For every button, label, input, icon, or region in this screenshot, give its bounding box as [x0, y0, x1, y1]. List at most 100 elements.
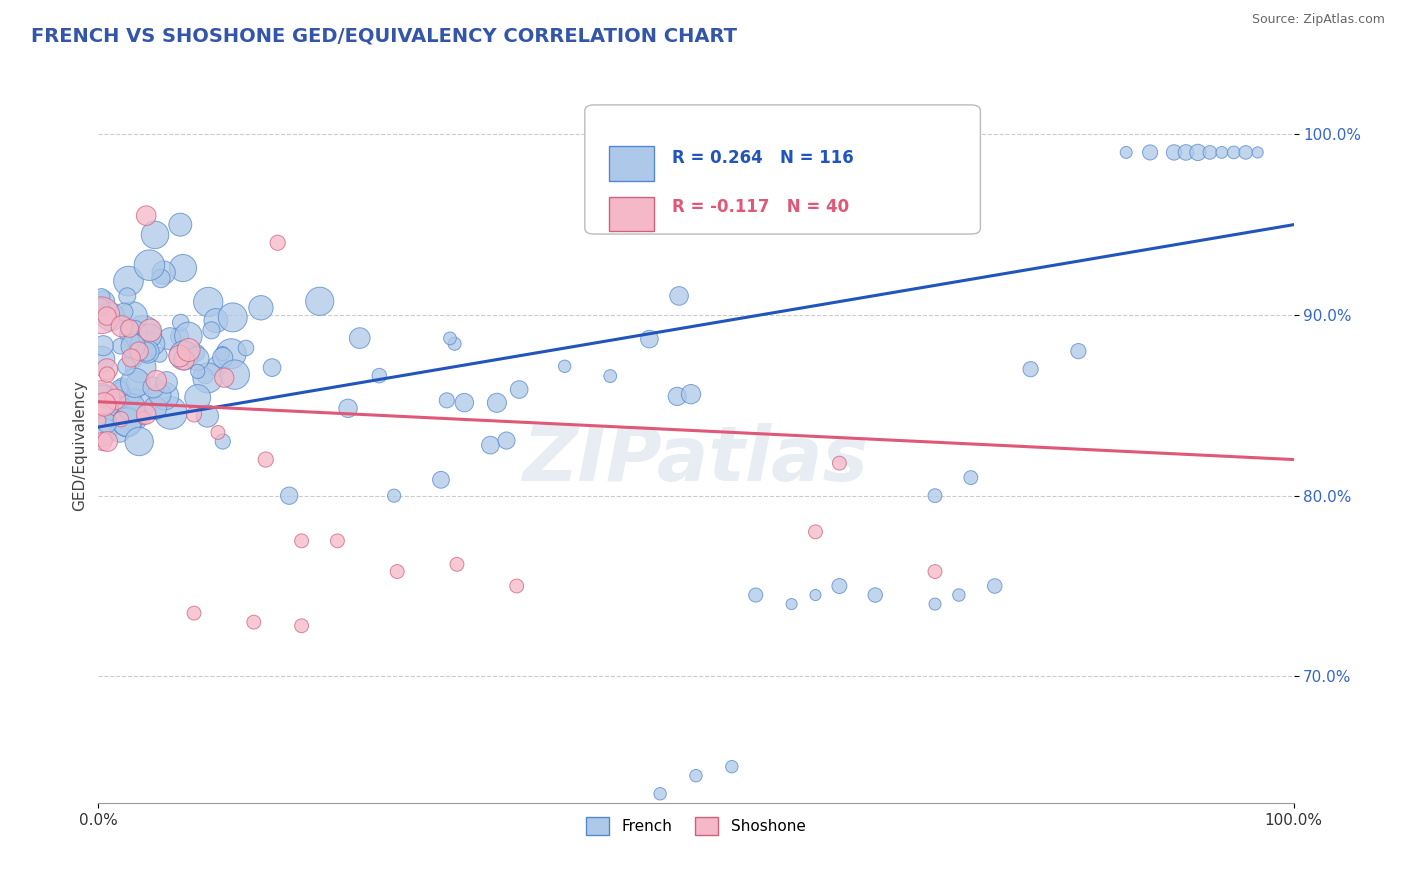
Point	[110, 412, 132, 426]
Y-axis label: GED/Equivalency: GED/Equivalency	[72, 381, 87, 511]
Point	[149, 271, 172, 285]
Point	[115, 359, 138, 374]
Point	[128, 434, 150, 449]
Point	[211, 346, 233, 360]
Point	[1234, 145, 1257, 160]
Point	[207, 425, 229, 440]
Point	[135, 209, 157, 223]
Text: ZIPatlas: ZIPatlas	[523, 424, 869, 497]
Point	[382, 489, 405, 503]
Point	[291, 533, 314, 548]
Point	[117, 289, 139, 303]
Point	[110, 339, 132, 353]
Point	[780, 597, 803, 611]
Point	[197, 371, 219, 385]
Point	[1163, 145, 1185, 160]
Point	[554, 359, 576, 374]
Point	[122, 388, 145, 402]
Point	[91, 339, 114, 353]
Point	[443, 336, 465, 351]
Point	[172, 261, 194, 276]
Point	[187, 391, 209, 405]
Point	[828, 579, 851, 593]
Point	[211, 351, 233, 365]
Point	[139, 323, 162, 337]
Point	[136, 344, 159, 359]
Point	[108, 408, 131, 422]
Point	[138, 258, 160, 272]
Point	[439, 331, 461, 345]
Point	[96, 416, 118, 430]
Point	[1223, 145, 1246, 160]
Point	[1067, 344, 1090, 359]
Point	[139, 328, 162, 343]
Text: R = -0.117   N = 40: R = -0.117 N = 40	[672, 198, 849, 216]
Point	[129, 360, 152, 375]
Point	[100, 404, 122, 418]
Point	[495, 434, 517, 448]
Point	[948, 588, 970, 602]
Point	[222, 310, 245, 325]
Point	[153, 389, 176, 403]
Point	[211, 434, 233, 449]
Point	[118, 321, 141, 335]
Point	[177, 329, 200, 343]
Point	[1247, 145, 1270, 160]
Point	[143, 401, 166, 416]
Point	[100, 310, 122, 324]
Point	[122, 339, 145, 353]
Point	[186, 351, 208, 366]
Point	[96, 368, 118, 382]
Point	[186, 346, 208, 360]
Point	[260, 360, 283, 375]
Text: R = 0.264   N = 116: R = 0.264 N = 116	[672, 149, 853, 167]
Point	[111, 378, 134, 392]
Point	[224, 368, 246, 382]
Point	[685, 769, 707, 783]
Point	[125, 399, 148, 413]
Point	[170, 316, 193, 330]
Point	[648, 787, 672, 801]
Point	[1211, 145, 1233, 160]
Point	[1115, 145, 1137, 160]
Point	[679, 387, 702, 401]
Point	[207, 359, 229, 374]
Point	[173, 352, 195, 367]
Point	[96, 362, 118, 376]
Point	[219, 347, 242, 361]
Point	[485, 396, 508, 410]
Point	[122, 410, 145, 425]
Point	[254, 452, 277, 467]
Point	[159, 406, 181, 420]
Point	[804, 588, 827, 602]
Point	[91, 391, 114, 405]
Point	[506, 579, 529, 593]
Point	[142, 336, 165, 351]
Point	[278, 489, 301, 503]
Point	[169, 329, 191, 343]
Point	[430, 473, 453, 487]
Point	[142, 380, 165, 394]
Point	[984, 579, 1007, 593]
Point	[308, 294, 330, 309]
Point	[159, 332, 181, 346]
Point	[93, 294, 115, 309]
Point	[108, 382, 131, 396]
Point	[108, 425, 131, 439]
Point	[960, 470, 983, 484]
Point	[121, 310, 143, 324]
Point	[183, 606, 205, 620]
Point	[128, 344, 150, 359]
Point	[91, 434, 114, 449]
Point	[828, 456, 851, 470]
FancyBboxPatch shape	[609, 197, 654, 231]
Point	[243, 615, 266, 629]
Point	[446, 558, 468, 572]
Point	[508, 383, 530, 397]
Point	[117, 274, 139, 288]
Point	[97, 434, 120, 449]
Point	[149, 348, 172, 362]
Point	[668, 289, 690, 303]
Point	[924, 489, 946, 503]
Point	[326, 533, 349, 548]
